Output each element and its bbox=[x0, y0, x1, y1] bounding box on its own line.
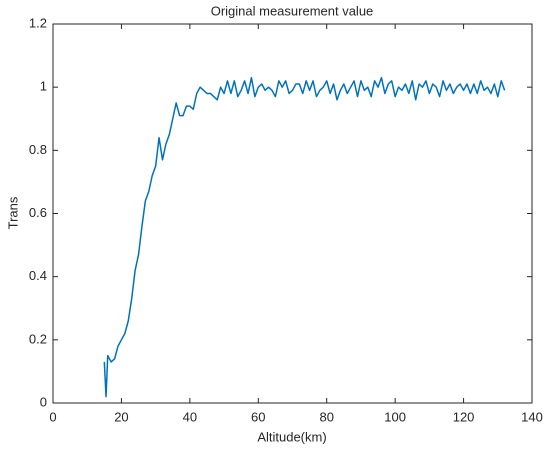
y-tick-label: 0.2 bbox=[29, 331, 47, 346]
chart-title: Original measurement value bbox=[211, 3, 374, 18]
y-tick-label: 1.2 bbox=[29, 15, 47, 30]
x-tick-label: 140 bbox=[521, 409, 543, 424]
y-tick-label: 1 bbox=[40, 79, 47, 94]
y-tick-label: 0 bbox=[40, 394, 47, 409]
y-axis-label: Trans bbox=[5, 196, 20, 229]
x-tick-label: 40 bbox=[183, 409, 197, 424]
x-tick-label: 60 bbox=[251, 409, 265, 424]
x-tick-label: 0 bbox=[49, 409, 56, 424]
x-tick-label: 80 bbox=[319, 409, 333, 424]
x-axis-label: Altitude(km) bbox=[257, 429, 326, 444]
y-tick-label: 0.4 bbox=[29, 268, 47, 283]
y-tick-label: 0.8 bbox=[29, 142, 47, 157]
x-tick-label: 120 bbox=[453, 409, 475, 424]
x-tick-label: 20 bbox=[114, 409, 128, 424]
y-tick-label: 0.6 bbox=[29, 205, 47, 220]
plot-frame bbox=[52, 23, 533, 404]
data-line bbox=[103, 76, 506, 398]
x-tick-label: 100 bbox=[384, 409, 406, 424]
